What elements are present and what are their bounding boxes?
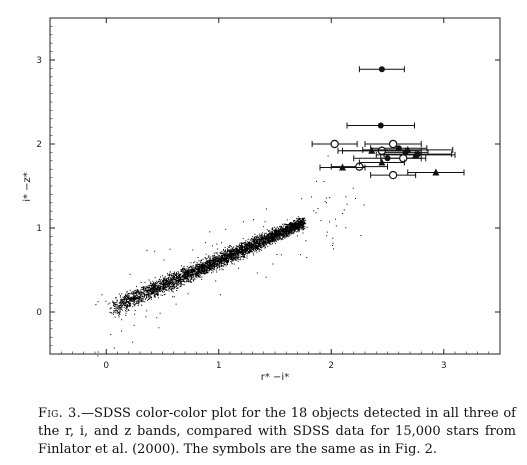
axis-ticks: 0 1 2 3 0 1 2 3 bbox=[36, 17, 501, 371]
x-tick-label: 0 bbox=[103, 361, 109, 371]
y-axis-title: i* −z* bbox=[22, 172, 33, 202]
caption-text: —SDSS color-color plot for the 18 object… bbox=[38, 406, 516, 457]
star-points bbox=[95, 155, 365, 357]
x-tick-label: 2 bbox=[328, 361, 334, 371]
triangle-marker bbox=[368, 146, 376, 154]
y-tick-label: 1 bbox=[36, 224, 42, 234]
open-circle-marker bbox=[330, 139, 339, 149]
y-tick-label: 0 bbox=[36, 308, 42, 318]
background-star-cloud bbox=[95, 155, 365, 357]
y-tick-label: 2 bbox=[36, 140, 42, 150]
filled-circle-marker bbox=[377, 122, 384, 129]
open-circle-marker bbox=[388, 170, 398, 180]
figure-caption: Fig. 3.—SDSS color-color plot for the 18… bbox=[38, 405, 516, 459]
x-axis-title: r* −i* bbox=[261, 372, 289, 383]
plot-frame bbox=[49, 17, 501, 355]
x-tick-label: 1 bbox=[216, 361, 222, 371]
object-markers bbox=[311, 66, 465, 180]
figure-label: Fig. 3. bbox=[38, 406, 82, 421]
y-tick-label: 3 bbox=[36, 56, 42, 66]
open-circle-marker bbox=[399, 154, 408, 163]
triangle-marker bbox=[339, 163, 346, 171]
open-circle-marker bbox=[388, 139, 398, 149]
triangle-marker bbox=[378, 158, 386, 166]
color-color-plot: 0 1 2 3 0 1 2 3 r* −i* i* −z* bbox=[22, 17, 501, 383]
triangle-marker bbox=[412, 150, 420, 158]
triangle-marker bbox=[432, 168, 440, 176]
filled-circle-marker bbox=[378, 66, 385, 73]
x-tick-label: 3 bbox=[441, 361, 447, 371]
